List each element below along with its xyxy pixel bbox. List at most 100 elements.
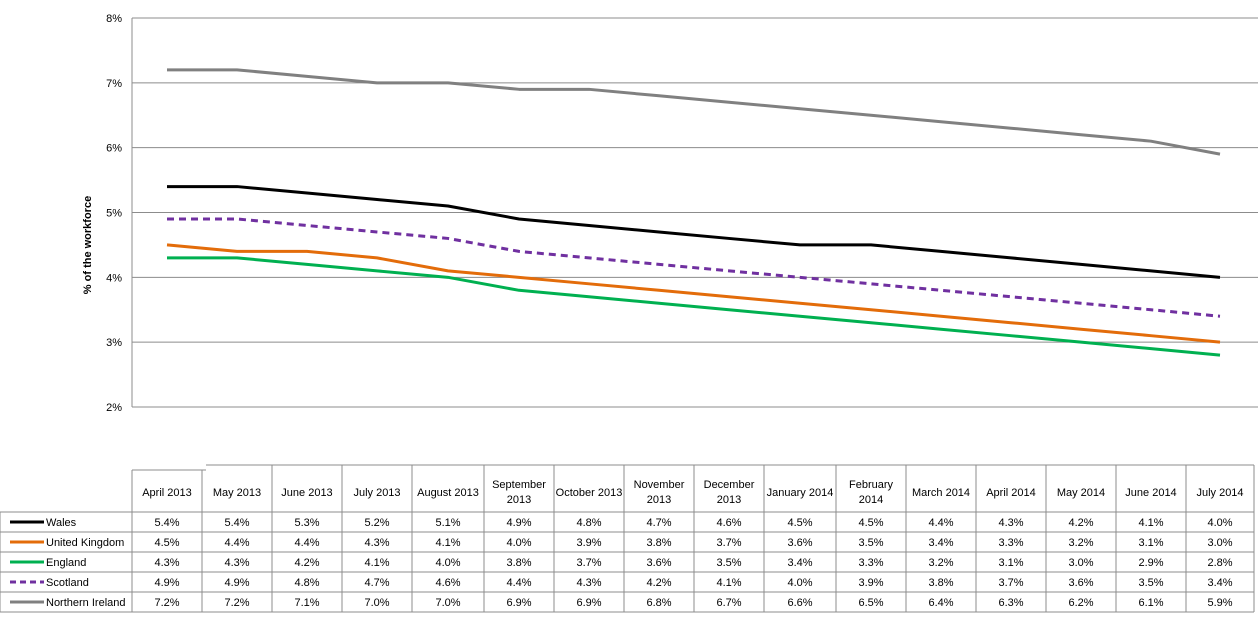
data-value: 4.8% (294, 577, 319, 589)
data-value: 4.0% (435, 557, 460, 569)
x-category-label: May 2013 (213, 487, 261, 499)
data-value: 4.0% (787, 577, 812, 589)
data-value: 6.4% (928, 597, 953, 609)
data-value: 3.0% (1207, 537, 1232, 549)
y-tick-label: 4% (106, 272, 122, 284)
data-value: 4.6% (435, 577, 460, 589)
x-category-label: May 2014 (1057, 487, 1105, 499)
data-value: 2.9% (1138, 557, 1163, 569)
y-tick-label: 7% (106, 78, 122, 90)
data-value: 3.5% (716, 557, 741, 569)
data-table: April 2013 May 2013 June 2013 July 2013 Augu… (0, 464, 1255, 613)
data-value: 4.9% (506, 517, 531, 529)
data-value: 6.1% (1138, 597, 1163, 609)
x-category-label: April 2013 (142, 487, 192, 499)
series-line-scotland (167, 217, 1221, 318)
data-value: 4.4% (224, 537, 249, 549)
series-name: Wales (46, 517, 77, 529)
data-value: 3.8% (506, 557, 531, 569)
data-value: 3.7% (576, 557, 601, 569)
data-value: 3.1% (998, 557, 1023, 569)
data-value: 3.2% (928, 557, 953, 569)
data-value: 7.2% (154, 597, 179, 609)
data-value: 7.1% (294, 597, 319, 609)
series-lines (166, 68, 1221, 357)
data-value: 3.6% (787, 537, 812, 549)
data-value: 3.4% (787, 557, 812, 569)
x-category-label: November 2013 (634, 479, 685, 506)
data-value: 3.7% (998, 577, 1023, 589)
series-line-united-kingdom (166, 243, 1221, 344)
data-value: 4.5% (154, 537, 179, 549)
y-tick-label: 2% (106, 402, 122, 414)
series-name: United Kingdom (46, 537, 124, 549)
y-tick-label: 3% (106, 337, 122, 349)
x-category-label: August 2013 (417, 487, 479, 499)
y-tick-label: 6% (106, 143, 122, 155)
data-value: 4.2% (1068, 517, 1093, 529)
data-value: 4.1% (364, 557, 389, 569)
x-category-label: June 2013 (281, 487, 332, 499)
data-value: 3.6% (1068, 577, 1093, 589)
data-value: 7.2% (224, 597, 249, 609)
data-value: 6.5% (858, 597, 883, 609)
x-category-label: March 2014 (912, 487, 970, 499)
data-value: 4.9% (224, 577, 249, 589)
x-category-label: April 2014 (986, 487, 1036, 499)
data-value: 4.6% (716, 517, 741, 529)
data-value: 3.1% (1138, 537, 1163, 549)
data-value: 4.0% (1207, 517, 1232, 529)
x-category-label: July 2014 (1196, 487, 1243, 499)
data-value: 3.4% (928, 537, 953, 549)
x-category-label: December 2013 (704, 479, 755, 506)
data-value: 3.9% (576, 537, 601, 549)
data-value: 3.9% (858, 577, 883, 589)
y-tick-label: 8% (106, 13, 122, 25)
data-value: 3.6% (646, 557, 671, 569)
data-value: 7.0% (364, 597, 389, 609)
series-name: England (46, 557, 86, 569)
data-value: 6.9% (506, 597, 531, 609)
data-value: 3.4% (1207, 577, 1232, 589)
data-value: 4.3% (576, 577, 601, 589)
data-value: 5.4% (154, 517, 179, 529)
data-value: 5.1% (435, 517, 460, 529)
data-value: 3.8% (928, 577, 953, 589)
data-value: 5.2% (364, 517, 389, 529)
data-value: 3.3% (858, 557, 883, 569)
data-value: 6.9% (576, 597, 601, 609)
data-value: 4.1% (1138, 517, 1163, 529)
series-line-england (167, 256, 1221, 357)
data-value: 4.4% (506, 577, 531, 589)
data-value: 4.9% (154, 577, 179, 589)
data-value: 4.3% (364, 537, 389, 549)
x-category-label: July 2013 (353, 487, 400, 499)
data-value: 4.7% (646, 517, 671, 529)
y-axis-ticks: 2% 3% 4% 5% 6% 7% 8% (106, 13, 122, 414)
data-value: 4.7% (364, 577, 389, 589)
data-value: 6.7% (716, 597, 741, 609)
data-value: 6.2% (1068, 597, 1093, 609)
series-name: Scotland (46, 577, 89, 589)
data-value: 3.2% (1068, 537, 1093, 549)
data-value: 4.0% (506, 537, 531, 549)
data-value: 4.2% (294, 557, 319, 569)
data-value: 5.4% (224, 517, 249, 529)
x-category-label: January 2014 (767, 487, 834, 499)
data-value: 4.4% (928, 517, 953, 529)
data-value: 4.3% (224, 557, 249, 569)
data-value: 5.9% (1207, 597, 1232, 609)
data-value: 3.7% (716, 537, 741, 549)
data-value: 4.1% (716, 577, 741, 589)
data-value: 3.5% (1138, 577, 1163, 589)
series-line-wales (167, 185, 1221, 279)
x-category-label: February 2014 (849, 479, 894, 506)
x-category-label: October 2013 (556, 487, 623, 499)
data-value: 2.8% (1207, 557, 1232, 569)
y-axis-label: % of the workforce (82, 196, 94, 294)
gridlines (131, 17, 1258, 408)
x-category-label: September 2013 (492, 479, 546, 506)
data-value: 7.0% (435, 597, 460, 609)
data-value: 6.6% (787, 597, 812, 609)
